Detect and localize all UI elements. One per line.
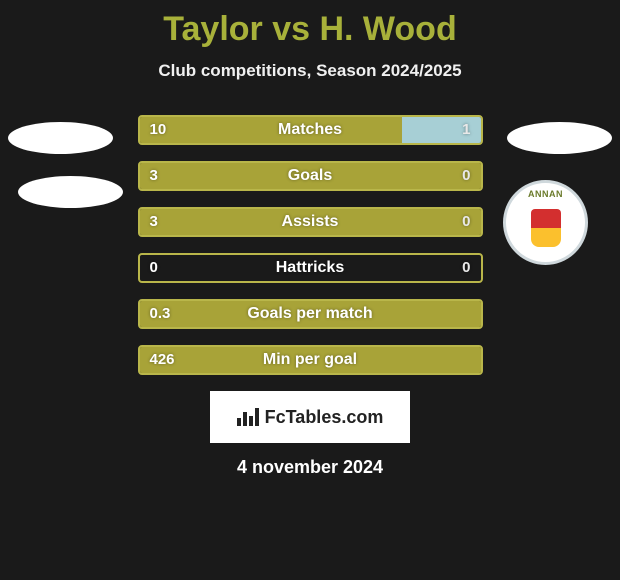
stat-label: Min per goal <box>138 345 483 375</box>
right-ellipse-1 <box>507 122 612 154</box>
stat-value-right: 0 <box>462 161 470 191</box>
stat-value-left: 3 <box>150 207 158 237</box>
date-text: 4 november 2024 <box>0 457 620 478</box>
stat-label: Hattricks <box>138 253 483 283</box>
stat-value-left: 10 <box>150 115 167 145</box>
stat-row: Min per goal426 <box>138 345 483 375</box>
stat-row: Goals per match0.3 <box>138 299 483 329</box>
badge-top-text: ANNAN <box>528 189 563 199</box>
team-badge: ANNAN <box>503 180 588 265</box>
stat-value-left: 426 <box>150 345 175 375</box>
stat-value-right: 0 <box>462 207 470 237</box>
stat-row: Assists3 0 <box>138 207 483 237</box>
stat-value-left: 0 <box>150 253 158 283</box>
stat-label: Matches <box>138 115 483 145</box>
stat-row: Goals3 0 <box>138 161 483 191</box>
left-ellipse-1 <box>8 122 113 154</box>
stats-container: Matches101Goals30Assists30Hattricks00Goa… <box>138 115 483 375</box>
page-subtitle: Club competitions, Season 2024/2025 <box>0 61 620 81</box>
brand-text: FcTables.com <box>265 407 384 428</box>
stat-row: Hattricks0 0 <box>138 253 483 283</box>
stat-label: Goals per match <box>138 299 483 329</box>
stat-value-left: 0.3 <box>150 299 171 329</box>
stat-value-right: 1 <box>462 115 470 145</box>
left-ellipse-2 <box>18 176 123 208</box>
brand-chart-icon <box>237 408 259 426</box>
page-title: Taylor vs H. Wood <box>0 0 620 49</box>
badge-shield-icon <box>531 209 561 247</box>
stat-value-left: 3 <box>150 161 158 191</box>
stat-row: Matches10 1 <box>138 115 483 145</box>
stat-value-right: 0 <box>462 253 470 283</box>
stat-label: Goals <box>138 161 483 191</box>
brand-box[interactable]: FcTables.com <box>210 391 410 443</box>
stat-label: Assists <box>138 207 483 237</box>
